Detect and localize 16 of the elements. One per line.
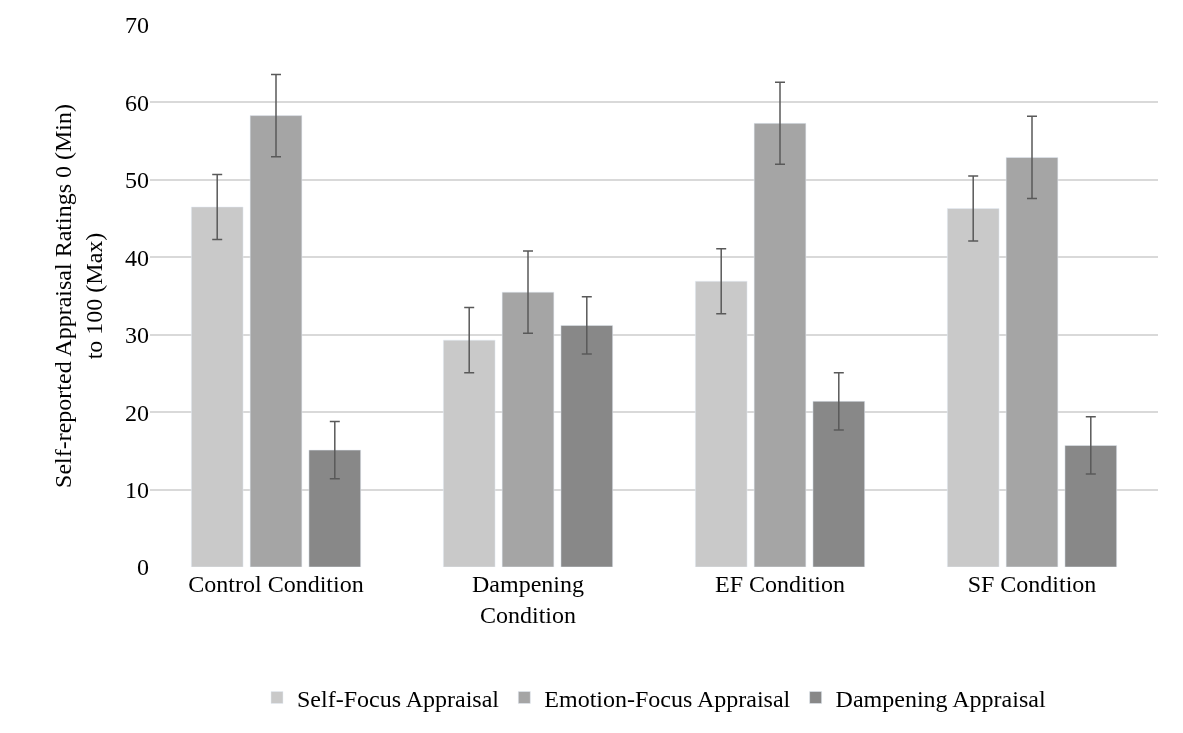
y-tick-label: 60 [125, 89, 149, 116]
x-tick-label: SF Condition [967, 571, 1097, 597]
y-tick-label: 40 [125, 244, 149, 271]
y-tick-label: 0 [137, 554, 149, 581]
x-tick-label: EF Condition [714, 571, 846, 597]
legend-label: Emotion-Focus Appraisal [544, 685, 791, 712]
y-tick-label: 30 [125, 322, 149, 349]
x-tick-label: Dampening Condition [472, 571, 584, 629]
y-tick-label: 70 [125, 12, 149, 39]
legend-label: Self-Focus Appraisal [297, 685, 500, 712]
y-axis-title: Self-reported Appraisal Ratings 0 (Min) to 100 (Max) [49, 104, 108, 488]
x-tick-label: Control Condition [188, 571, 364, 597]
legend-label: Dampening Appraisal [835, 685, 1046, 712]
y-tick-label: 20 [125, 399, 149, 426]
y-tick-label: 10 [125, 476, 149, 503]
y-tick-label: 50 [125, 167, 149, 194]
